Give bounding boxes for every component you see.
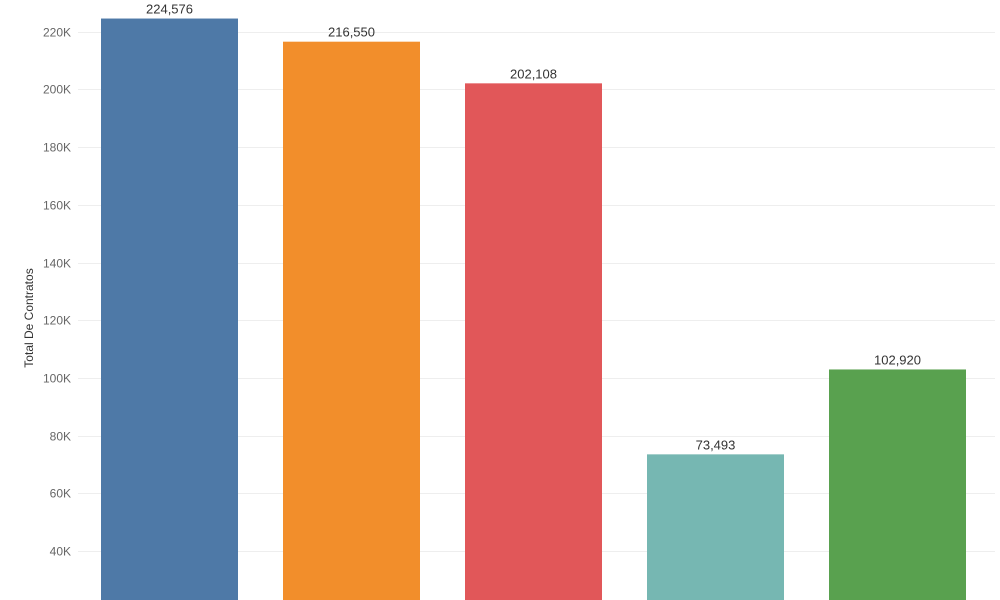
y-tick-label: 40K [50, 545, 71, 559]
bar[interactable] [465, 83, 602, 600]
y-tick-label: 220K [43, 26, 71, 40]
y-axis-ticks: 40K 60K 80K 100K 120K 140K 160K 180K 200K 220K [43, 26, 71, 559]
bar-value-label: 216,550 [328, 25, 375, 40]
y-tick-label: 80K [50, 430, 71, 444]
bar-value-label: 202,108 [510, 66, 557, 81]
y-axis-title: Total De Contratos [22, 268, 36, 367]
bar[interactable] [647, 454, 784, 600]
bar-value-label: 73,493 [696, 437, 736, 452]
y-tick-label: 200K [43, 83, 71, 97]
bars [101, 18, 966, 600]
y-tick-label: 180K [43, 141, 71, 155]
data-labels: 224,576 216,550 202,108 73,493 102,920 [146, 2, 921, 453]
bar[interactable] [101, 18, 238, 600]
bar-value-label: 102,920 [874, 352, 921, 367]
bar[interactable] [283, 41, 420, 600]
y-tick-label: 100K [43, 372, 71, 386]
y-tick-label: 160K [43, 199, 71, 213]
y-tick-label: 140K [43, 257, 71, 271]
y-tick-label: 60K [50, 487, 71, 501]
y-tick-label: 120K [43, 314, 71, 328]
bar[interactable] [829, 369, 966, 600]
bar-value-label: 224,576 [146, 2, 193, 17]
